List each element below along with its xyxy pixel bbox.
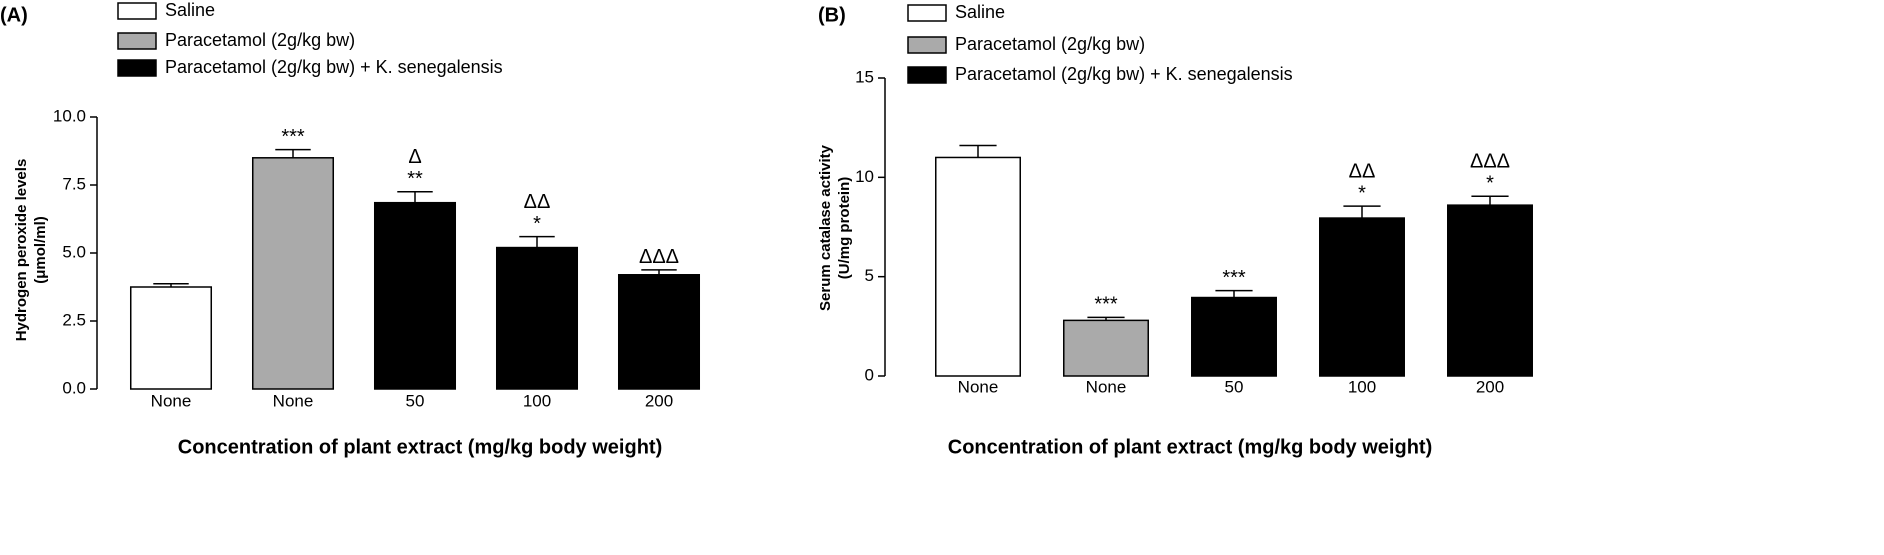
x-tick-label: 200 [1476, 377, 1504, 396]
bar [1191, 296, 1277, 377]
legend-label: Paracetamol (2g/kg bw) [165, 30, 355, 50]
significance-mark: *** [281, 126, 305, 148]
x-tick-label: 100 [523, 391, 551, 410]
y-axis-title-line: (μmol/ml) [32, 216, 49, 284]
significance-mark: Δ [408, 146, 421, 168]
legend-swatch [907, 36, 947, 54]
y-tick-label: 0.0 [62, 378, 86, 397]
significance-mark: ΔΔ [1349, 160, 1376, 182]
bar [1063, 319, 1149, 377]
x-tick-label: None [958, 377, 999, 396]
legend-swatch [117, 2, 157, 20]
bar [373, 201, 457, 390]
panel-label: (B) [818, 4, 846, 26]
y-tick-label: 5.0 [62, 242, 86, 261]
x-tick-label: None [151, 391, 192, 410]
x-tick-label: None [1086, 377, 1127, 396]
legend-swatch [907, 66, 947, 84]
y-tick-label: 7.5 [62, 174, 86, 193]
significance-mark: ΔΔ [524, 191, 551, 213]
significance-mark: * [533, 213, 541, 235]
legend-label: Paracetamol (2g/kg bw) [955, 34, 1145, 54]
x-tick-label: 50 [406, 391, 425, 410]
significance-mark: *** [1222, 267, 1246, 289]
y-tick-label: 5 [865, 266, 874, 285]
x-tick-label: 50 [1225, 377, 1244, 396]
significance-mark: * [1486, 172, 1494, 194]
legend-label: Saline [165, 0, 215, 20]
y-tick-label: 2.5 [62, 310, 86, 329]
bar [935, 156, 1021, 377]
x-axis-title: Concentration of plant extract (mg/kg bo… [948, 436, 1432, 458]
y-axis-title-line: Hydrogen peroxide levels [13, 159, 30, 342]
legend-swatch [117, 32, 157, 50]
y-axis-title: Hydrogen peroxide levels (μmol/ml) [13, 159, 49, 342]
bar [129, 286, 213, 390]
legend-label: Paracetamol (2g/kg bw) + K. senegalensis [955, 64, 1293, 84]
significance-mark: * [1358, 182, 1366, 204]
y-tick-label: 10 [855, 167, 874, 186]
bar [1447, 204, 1533, 377]
bar [251, 157, 335, 390]
significance-mark: ΔΔΔ [1470, 150, 1510, 172]
significance-mark: ** [407, 168, 423, 190]
y-axis-title: Serum catalase activity (U/mg protein) [817, 144, 853, 311]
x-tick-label: 200 [645, 391, 673, 410]
y-tick-label: 0 [865, 365, 874, 384]
significance-mark: *** [1094, 294, 1118, 316]
significance-mark: ΔΔΔ [639, 246, 679, 268]
x-axis-title: Concentration of plant extract (mg/kg bo… [178, 436, 662, 458]
y-tick-label: 10.0 [53, 106, 86, 125]
panel-label: (A) [0, 4, 28, 26]
x-tick-label: None [273, 391, 314, 410]
bar [495, 246, 579, 390]
bar [617, 274, 701, 390]
y-axis-title-line: (U/mg protein) [836, 177, 853, 280]
legend-label: Paracetamol (2g/kg bw) + K. senegalensis [165, 57, 503, 77]
legend-swatch [907, 4, 947, 22]
legend-label: Saline [955, 2, 1005, 22]
legend-swatch [117, 59, 157, 77]
bar [1319, 217, 1405, 377]
y-axis-title-line: Serum catalase activity [817, 144, 834, 311]
x-tick-label: 100 [1348, 377, 1376, 396]
y-tick-label: 15 [855, 67, 874, 86]
